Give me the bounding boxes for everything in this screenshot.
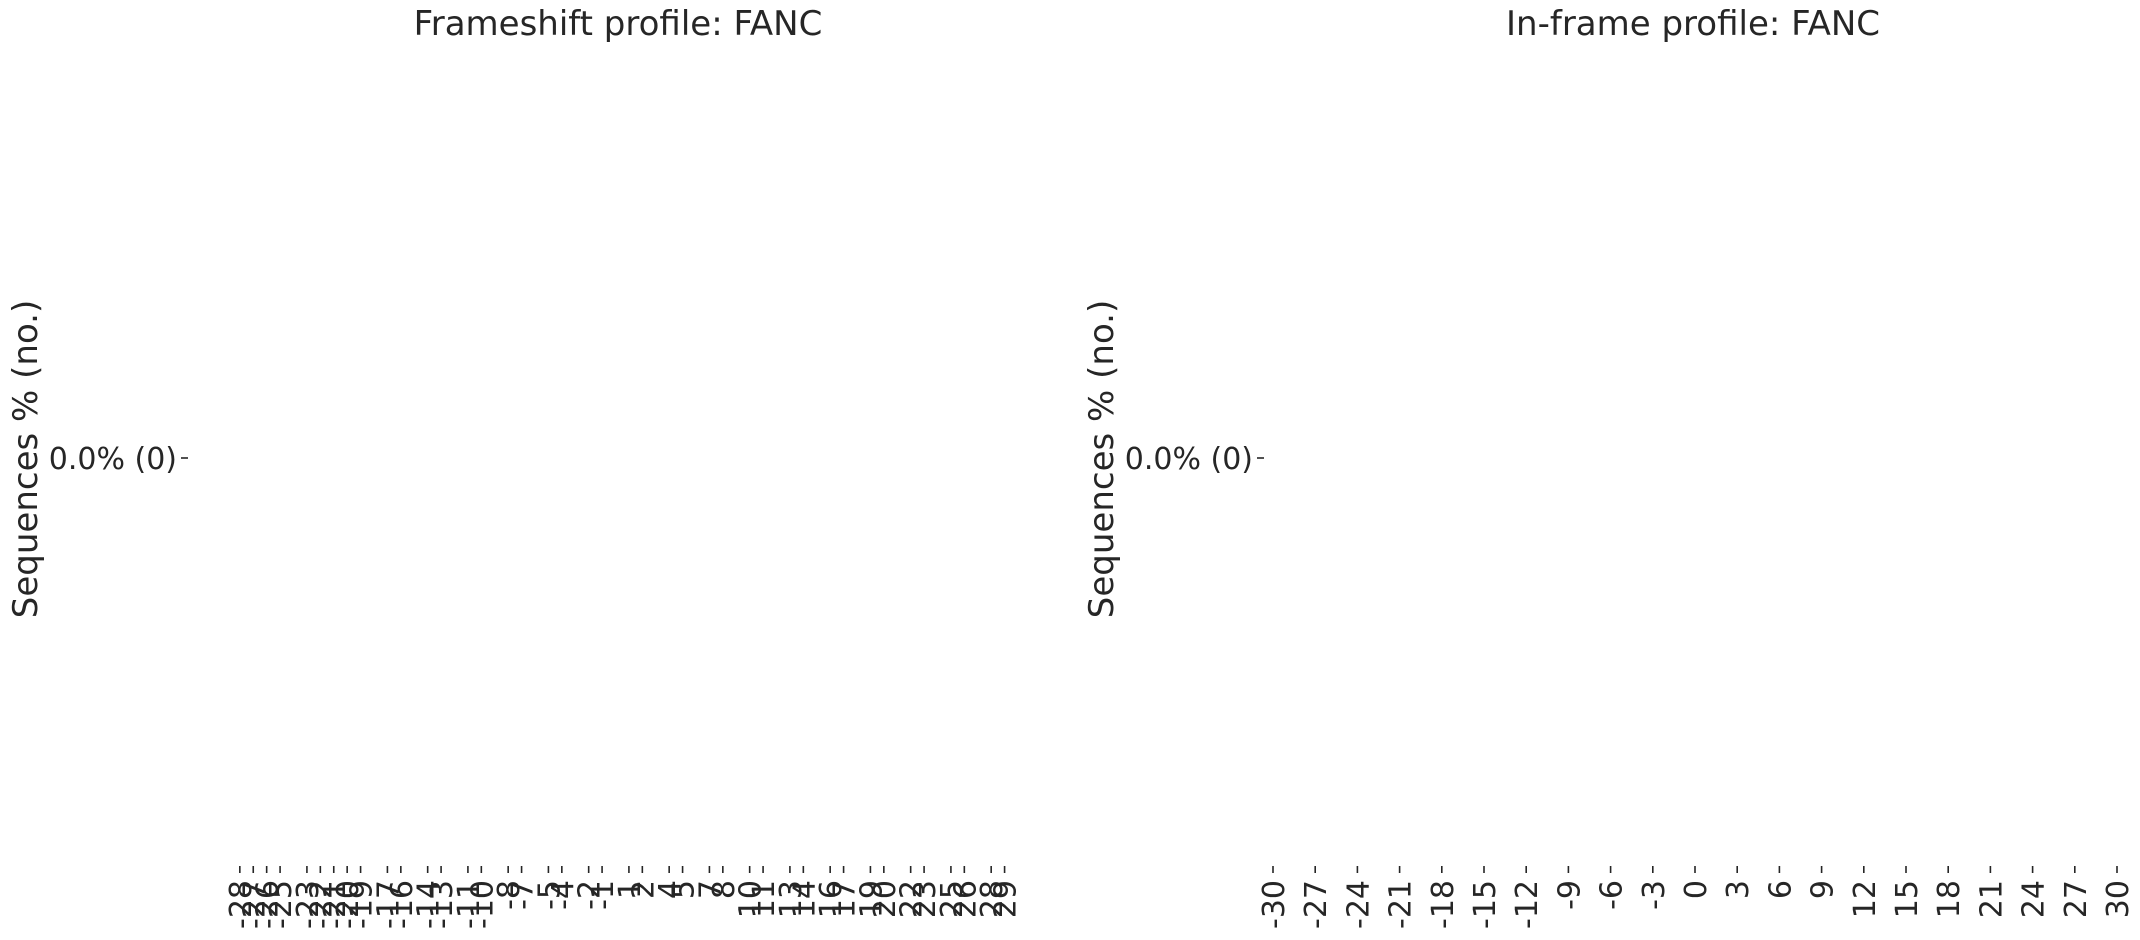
- frameshift-x-tick-label: 14: [787, 880, 822, 918]
- frameshift-x-tick-label: -20: [331, 880, 366, 929]
- inframe-x-tick-label: -21: [1384, 880, 1419, 929]
- inframe-x-tick-label: -9: [1552, 880, 1587, 910]
- frameshift-x-tick-label: 11: [747, 880, 782, 918]
- inframe-x-tick-label: 9: [1806, 880, 1841, 899]
- inframe-x-tick-label: 6: [1763, 880, 1798, 899]
- frameshift-x-tick-label: 16: [814, 880, 849, 918]
- frameshift-x-tick-label: 1: [613, 880, 648, 899]
- frameshift-x-tick-label: 10: [734, 880, 769, 918]
- frameshift-x-tick-label: -11: [452, 880, 487, 929]
- inframe-x-tick-label: -12: [1510, 880, 1545, 929]
- frameshift-x-tick-label: -27: [237, 880, 272, 929]
- inframe-y-axis-label: Sequences % (no.): [1082, 300, 1122, 618]
- inframe-x-tick-label: 18: [1932, 880, 1967, 918]
- inframe-x-tick-label: -6: [1595, 880, 1630, 910]
- frameshift-x-tick-label: -5: [532, 880, 567, 910]
- frameshift-x-tick-label: -10: [465, 880, 500, 929]
- frameshift-x-tick-label: 2: [626, 880, 661, 899]
- frameshift-x-tick-label: 4: [653, 880, 688, 899]
- frameshift-title: Frameshift profile: FANC: [414, 4, 823, 44]
- frameshift-x-tick-label: 28: [975, 880, 1010, 918]
- frameshift-x-tick-label: 22: [895, 880, 930, 918]
- frameshift-x-tick-label: -25: [264, 880, 299, 929]
- inframe-panel: In-frame profile: FANC Sequences % (no.)…: [1082, 4, 2136, 929]
- frameshift-x-tick-label: 23: [908, 880, 943, 918]
- inframe-x-tick-label: 15: [1890, 880, 1925, 918]
- frameshift-x-tick-label: -26: [251, 880, 286, 929]
- frameshift-x-tick-label: 17: [828, 880, 863, 918]
- frameshift-x-tick-label: 7: [693, 880, 728, 899]
- frameshift-x-tick-label: -19: [345, 880, 380, 929]
- frameshift-x-tick-label: -17: [371, 880, 406, 929]
- inframe-x-tick-label: 0: [1679, 880, 1714, 899]
- frameshift-x-tick-label: -22: [304, 880, 339, 929]
- frameshift-x-tick-label: -14: [412, 880, 447, 929]
- frameshift-y-tick-label: 0.0% (0): [49, 442, 177, 477]
- frameshift-x-tick-label: -16: [385, 880, 420, 929]
- frameshift-x-tick-label: 5: [667, 880, 702, 899]
- frameshift-x-tick-label: 29: [989, 880, 1024, 918]
- frameshift-x-tick-label: -2: [573, 880, 608, 910]
- inframe-x-tick-label: 30: [2101, 880, 2136, 918]
- inframe-x-tick-label: 27: [2059, 880, 2094, 918]
- frameshift-x-tick-label: -13: [425, 880, 460, 929]
- frameshift-x-tick-label: -8: [492, 880, 527, 910]
- frameshift-x-tick-label: 26: [948, 880, 983, 918]
- inframe-x-tick-label: 3: [1721, 880, 1756, 899]
- frameshift-x-tick-label: 8: [707, 880, 742, 899]
- frameshift-x-tick-label: -28: [224, 880, 259, 929]
- inframe-x-tick-label: -3: [1637, 880, 1672, 910]
- inframe-x-tick-label: 21: [1974, 880, 2009, 918]
- frameshift-x-ticks: -28-27-26-25-23-22-21-20-19-17-16-14-13-…: [224, 866, 1024, 929]
- inframe-x-tick-label: 24: [2017, 880, 2052, 918]
- frameshift-y-axis-label: Sequences % (no.): [6, 300, 46, 618]
- inframe-y-tick-label: 0.0% (0): [1125, 442, 1253, 477]
- inframe-y-tick: 0.0% (0): [1125, 442, 1264, 477]
- frameshift-x-tick-label: -21: [318, 880, 353, 929]
- frameshift-x-tick-label: -1: [586, 880, 621, 910]
- inframe-title: In-frame profile: FANC: [1506, 4, 1880, 44]
- frameshift-x-tick-label: 19: [854, 880, 889, 918]
- inframe-x-tick-label: -30: [1257, 880, 1292, 929]
- inframe-x-tick-label: -15: [1468, 880, 1503, 929]
- frameshift-x-tick-label: 25: [935, 880, 970, 918]
- frameshift-y-tick: 0.0% (0): [49, 442, 188, 477]
- frameshift-x-tick-label: -7: [506, 880, 541, 910]
- frameshift-x-tick-label: -4: [546, 880, 581, 910]
- inframe-x-tick-label: 12: [1848, 880, 1883, 918]
- inframe-x-tick-label: -24: [1341, 880, 1376, 929]
- frameshift-panel: Frameshift profile: FANC Sequences % (no…: [6, 4, 1024, 929]
- frameshift-x-tick-label: 20: [868, 880, 903, 918]
- inframe-x-tick-label: -18: [1426, 880, 1461, 929]
- inframe-x-tick-label: -27: [1299, 880, 1334, 929]
- inframe-x-ticks: -30 -27 -24 -21 -18 -15 -12 -9 -6 -3 0 3 6 9 12 15 18 21 2…: [1257, 866, 2136, 929]
- frameshift-x-tick-label: -23: [291, 880, 326, 929]
- frameshift-x-tick-label: 13: [774, 880, 809, 918]
